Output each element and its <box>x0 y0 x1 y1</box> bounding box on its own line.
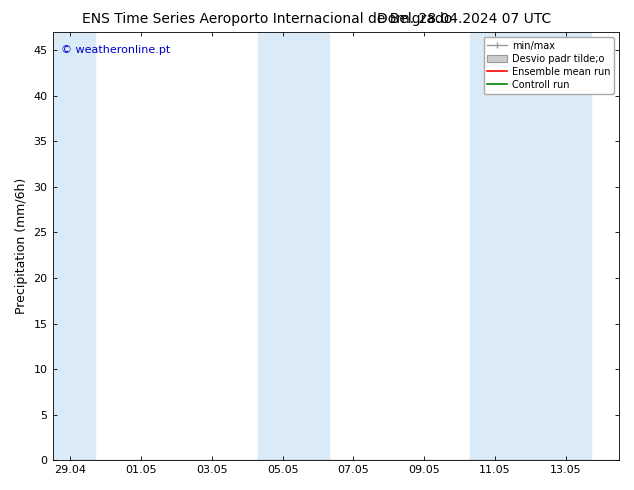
Legend: min/max, Desvio padr tilde;o, Ensemble mean run, Controll run: min/max, Desvio padr tilde;o, Ensemble m… <box>484 37 614 94</box>
Bar <box>470 32 591 460</box>
Bar <box>53 32 95 460</box>
Text: © weatheronline.pt: © weatheronline.pt <box>61 45 171 55</box>
Text: Dom. 28.04.2024 07 UTC: Dom. 28.04.2024 07 UTC <box>377 12 552 26</box>
Bar <box>258 32 328 460</box>
Text: ENS Time Series Aeroporto Internacional de Belgrado: ENS Time Series Aeroporto Internacional … <box>82 12 453 26</box>
Y-axis label: Precipitation (mm/6h): Precipitation (mm/6h) <box>15 178 28 314</box>
